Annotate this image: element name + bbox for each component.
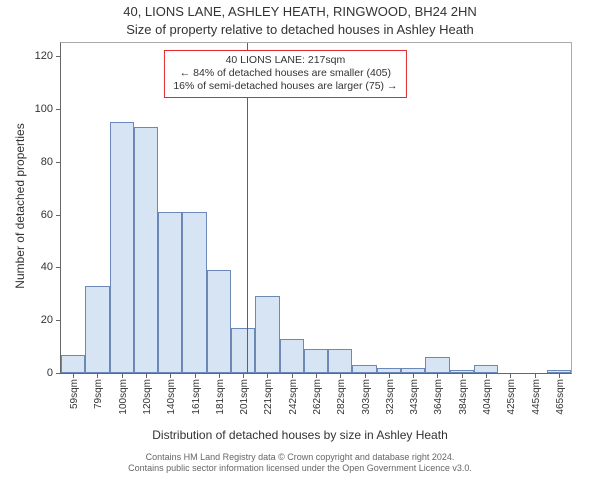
info-box-right: 16% of semi-detached houses are larger (… [173, 80, 397, 93]
x-tick [462, 373, 463, 378]
y-tick-label: 120 [35, 50, 53, 62]
histogram-bar [352, 365, 376, 373]
y-tick [56, 56, 61, 57]
x-tick-label: 161sqm [191, 379, 202, 415]
x-tick [413, 373, 414, 378]
x-tick-label: 384sqm [458, 379, 469, 415]
chart-container: 40, LIONS LANE, ASHLEY HEATH, RINGWOOD, … [0, 0, 600, 500]
histogram-bar [110, 122, 134, 373]
x-tick-label: 323sqm [385, 379, 396, 415]
histogram-bar [255, 296, 279, 373]
histogram-bar [231, 328, 255, 373]
y-tick-label: 60 [41, 209, 53, 221]
x-tick-label: 140sqm [166, 379, 177, 415]
y-tick-label: 40 [41, 261, 53, 273]
x-tick [243, 373, 244, 378]
x-tick [559, 373, 560, 378]
plot-area: 02040608010012059sqm79sqm100sqm120sqm140… [60, 42, 572, 374]
y-tick [56, 162, 61, 163]
x-tick-label: 282sqm [336, 379, 347, 415]
x-tick-label: 465sqm [555, 379, 566, 415]
x-tick-label: 404sqm [482, 379, 493, 415]
y-tick [56, 267, 61, 268]
y-axis-label: Number of detached properties [13, 41, 27, 371]
histogram-bar [280, 339, 304, 373]
attribution-line2: Contains public sector information licen… [128, 463, 472, 473]
x-tick-label: 445sqm [531, 379, 542, 415]
histogram-bar [182, 212, 206, 373]
histogram-bar [207, 270, 231, 373]
histogram-bar [304, 349, 328, 373]
x-tick-label: 425sqm [506, 379, 517, 415]
y-tick-label: 80 [41, 156, 53, 168]
histogram-bar [425, 357, 449, 373]
x-tick [316, 373, 317, 378]
x-tick-label: 201sqm [239, 379, 250, 415]
x-tick [219, 373, 220, 378]
x-tick [486, 373, 487, 378]
x-tick-label: 79sqm [93, 379, 104, 409]
chart-title-line1: 40, LIONS LANE, ASHLEY HEATH, RINGWOOD, … [0, 4, 600, 19]
histogram-bar [328, 349, 352, 373]
histogram-bar [134, 127, 158, 373]
x-tick-label: 303sqm [361, 379, 372, 415]
y-tick-label: 20 [41, 314, 53, 326]
info-box-title: 40 LIONS LANE: 217sqm [173, 54, 397, 67]
x-tick [146, 373, 147, 378]
x-tick [170, 373, 171, 378]
x-tick-label: 59sqm [69, 379, 80, 409]
x-tick [195, 373, 196, 378]
y-tick-label: 0 [47, 367, 53, 379]
x-tick-label: 262sqm [312, 379, 323, 415]
x-tick-label: 221sqm [263, 379, 274, 415]
x-tick [73, 373, 74, 378]
chart-title-line2: Size of property relative to detached ho… [0, 22, 600, 37]
x-tick [292, 373, 293, 378]
y-tick [56, 109, 61, 110]
y-tick-label: 100 [35, 103, 53, 115]
attribution-line1: Contains HM Land Registry data © Crown c… [146, 452, 455, 462]
x-tick [365, 373, 366, 378]
x-tick-label: 343sqm [409, 379, 420, 415]
x-tick-label: 120sqm [142, 379, 153, 415]
x-tick [437, 373, 438, 378]
x-tick [389, 373, 390, 378]
info-box-left: ← 84% of detached houses are smaller (40… [173, 67, 397, 80]
histogram-bar [158, 212, 182, 373]
y-tick [56, 320, 61, 321]
y-tick [56, 373, 61, 374]
x-tick [510, 373, 511, 378]
x-tick [535, 373, 536, 378]
x-axis-label: Distribution of detached houses by size … [0, 428, 600, 442]
histogram-bar [85, 286, 109, 373]
x-tick [267, 373, 268, 378]
histogram-bar [61, 355, 85, 373]
y-tick [56, 215, 61, 216]
x-tick-label: 242sqm [288, 379, 299, 415]
x-tick [340, 373, 341, 378]
x-tick [97, 373, 98, 378]
x-tick-label: 364sqm [433, 379, 444, 415]
attribution-text: Contains HM Land Registry data © Crown c… [0, 452, 600, 475]
histogram-bar [474, 365, 498, 373]
x-tick-label: 181sqm [215, 379, 226, 415]
info-box: 40 LIONS LANE: 217sqm← 84% of detached h… [164, 50, 406, 98]
x-tick-label: 100sqm [118, 379, 129, 415]
x-tick [122, 373, 123, 378]
